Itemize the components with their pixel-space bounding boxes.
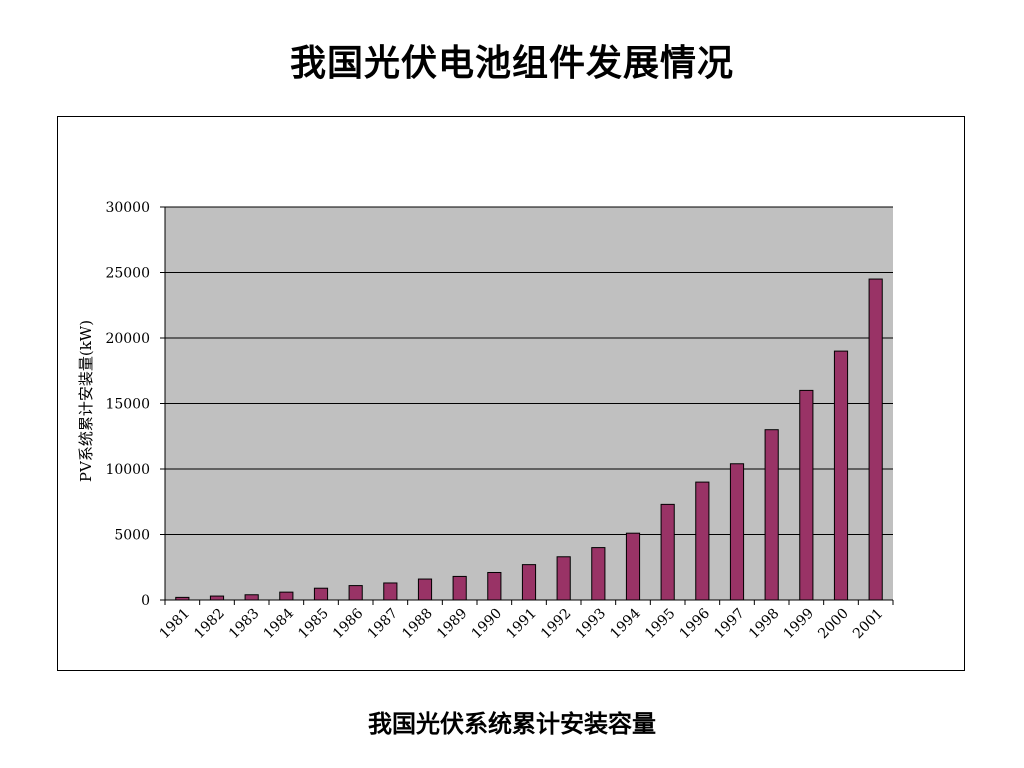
x-tick-label: 1995: [642, 606, 679, 643]
chart-caption: 我国光伏系统累计安装容量: [368, 709, 656, 738]
chart-frame: 0 5000 10000 15000 20000 25000 30000 1981 1982 19…: [57, 116, 965, 671]
bar-1996: [695, 481, 710, 601]
y-tick-label: 25000: [105, 266, 150, 282]
plot-area: 0500010000150002000025000300001981198219…: [105, 200, 894, 643]
bar-1984: [279, 591, 294, 601]
y-tick-label: 20000: [105, 331, 150, 347]
x-tick-label: 1991: [503, 606, 540, 643]
bar-1998: [764, 429, 779, 601]
bar-1988: [417, 578, 433, 601]
slide-title: 我国光伏电池组件发展情况: [289, 42, 734, 84]
bar-1985: [313, 587, 329, 601]
bar-1991: [521, 564, 537, 601]
x-tick-label: 1984: [261, 605, 298, 642]
bar-2001: [868, 278, 883, 601]
bar-1989: [452, 575, 467, 601]
x-tick-label: 1996: [677, 605, 714, 642]
x-tick-label: 1981: [157, 606, 194, 643]
bar-1995: [660, 503, 675, 601]
bar-1992: [556, 556, 571, 601]
bar-1993: [591, 547, 606, 601]
x-tick-label: 1987: [365, 606, 402, 643]
y-tick-label: 10000: [105, 462, 150, 478]
bar-1990: [487, 571, 502, 601]
x-tick-label: 1997: [711, 606, 748, 643]
bar-1987: [383, 582, 398, 601]
x-tick-label: 1982: [191, 606, 228, 643]
x-tick-label: 1989: [434, 606, 471, 643]
bar-chart: 0500010000150002000025000300001981198219…: [77, 200, 894, 643]
bar-1986: [348, 585, 363, 601]
x-tick-label: 2001: [850, 606, 887, 643]
x-tick-label: 1988: [399, 606, 436, 643]
x-tick-label: 1990: [469, 606, 506, 643]
x-tick-label: 1992: [538, 606, 575, 643]
bar-1982: [209, 595, 225, 601]
x-tick-label: 1993: [573, 606, 610, 643]
y-tick-label: 5000: [114, 528, 150, 544]
bar-1983: [244, 594, 259, 601]
x-tick-label: 1985: [295, 606, 332, 643]
y-axis-label: PV系统累计安装量(kW): [77, 320, 95, 482]
bar-1999: [799, 389, 814, 601]
x-tick-label: 1994: [607, 605, 644, 642]
y-tick-label: 0: [141, 593, 150, 609]
y-tick-label: 30000: [105, 200, 150, 216]
x-tick-label: 1983: [226, 606, 263, 643]
x-tick-label: 2000: [815, 606, 852, 643]
y-tick-label: 15000: [105, 397, 150, 413]
bar-1997: [729, 463, 745, 601]
x-tick-label: 1986: [330, 605, 367, 642]
x-tick-label: 1999: [781, 606, 818, 643]
bar-1994: [625, 532, 641, 601]
bar-2000: [833, 350, 849, 601]
x-tick-label: 1998: [746, 606, 783, 643]
